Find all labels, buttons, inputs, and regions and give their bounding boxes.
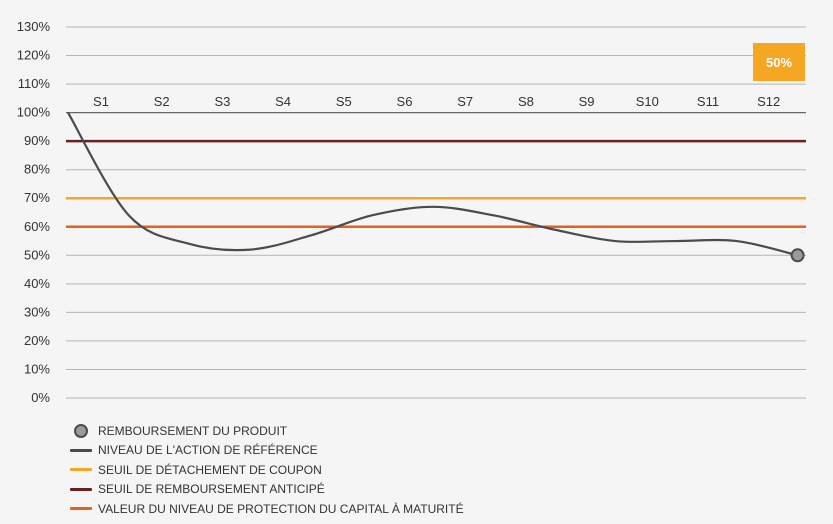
legend-label: SEUIL DE REMBOURSEMENT ANTICIPÉ [98,482,325,497]
y-tick-label: 80% [24,162,50,177]
legend-line-icon [70,487,92,491]
x-tick-label: S11 [697,94,719,109]
x-tick-label: S1 [93,94,109,109]
x-tick-label: S3 [214,94,230,109]
x-tick-label: S10 [636,94,659,109]
y-tick-label: 20% [24,333,50,348]
series-lines [67,112,798,257]
y-tick-label: 120% [17,48,51,63]
legend-label: NIVEAU DE L'ACTION DE RÉFÉRENCE [98,443,318,458]
legend-line-icon [70,468,92,472]
grid-lines [66,26,806,399]
y-tick-label: 110% [18,76,51,91]
y-tick-label: 130% [17,19,51,34]
y-tick-label: 60% [24,219,50,234]
x-tick-label: S4 [275,94,291,109]
legend-label: SEUIL DE DÉTACHEMENT DE COUPON [98,462,322,477]
legend-item: SEUIL DE REMBOURSEMENT ANTICIPÉ [70,480,464,500]
markers [790,248,805,263]
y-tick-label: 30% [24,304,50,319]
repayment-marker [790,248,805,263]
legend-dot-icon [70,423,92,438]
y-tick-label: 40% [24,276,50,291]
x-tick-label: S2 [154,94,170,109]
x-tick-label: S6 [397,94,413,109]
legend-item: REMBOURSEMENT DU PRODUIT [70,421,464,441]
legend-line-icon [70,448,92,452]
legend-label: VALEUR DU NIVEAU DE PROTECTION DU CAPITA… [98,501,464,516]
final-value-badge: 50% [753,43,805,81]
y-tick-label: 90% [24,133,50,148]
legend-line-icon [70,507,92,511]
chart: 130% 120% 110% 100% 90% 80% 70% 60% 50% 40% 30% 20%… [17,19,806,405]
x-tick-label: S12 [757,94,780,109]
legend: REMBOURSEMENT DU PRODUIT NIVEAU DE L'ACTI… [70,421,464,519]
y-tick-label: 70% [24,190,50,205]
y-axis-ticks: 130% 120% 110% 100% 90% 80% 70% 60% 50% 40% 30% 20%… [17,19,51,405]
x-tick-label: S9 [579,94,595,109]
legend-item: NIVEAU DE L'ACTION DE RÉFÉRENCE [70,441,464,461]
x-tick-label: S8 [518,94,534,109]
y-tick-label: 0% [31,390,50,405]
y-tick-label: 50% [24,247,50,262]
threshold-lines [66,139,806,229]
x-tick-label: S5 [336,94,352,109]
y-tick-label: 100% [17,105,51,120]
y-tick-label: 10% [24,361,50,376]
legend-item: SEUIL DE DÉTACHEMENT DE COUPON [70,460,464,480]
legend-label: REMBOURSEMENT DU PRODUIT [98,423,288,438]
legend-item: VALEUR DU NIVEAU DE PROTECTION DU CAPITA… [70,499,464,519]
series-line [67,112,798,257]
x-axis-ticks: S1 S2 S3 S4 S5 S6 S7 S8 S9 S10 S11 S12 [93,94,780,109]
x-tick-label: S7 [457,94,473,109]
